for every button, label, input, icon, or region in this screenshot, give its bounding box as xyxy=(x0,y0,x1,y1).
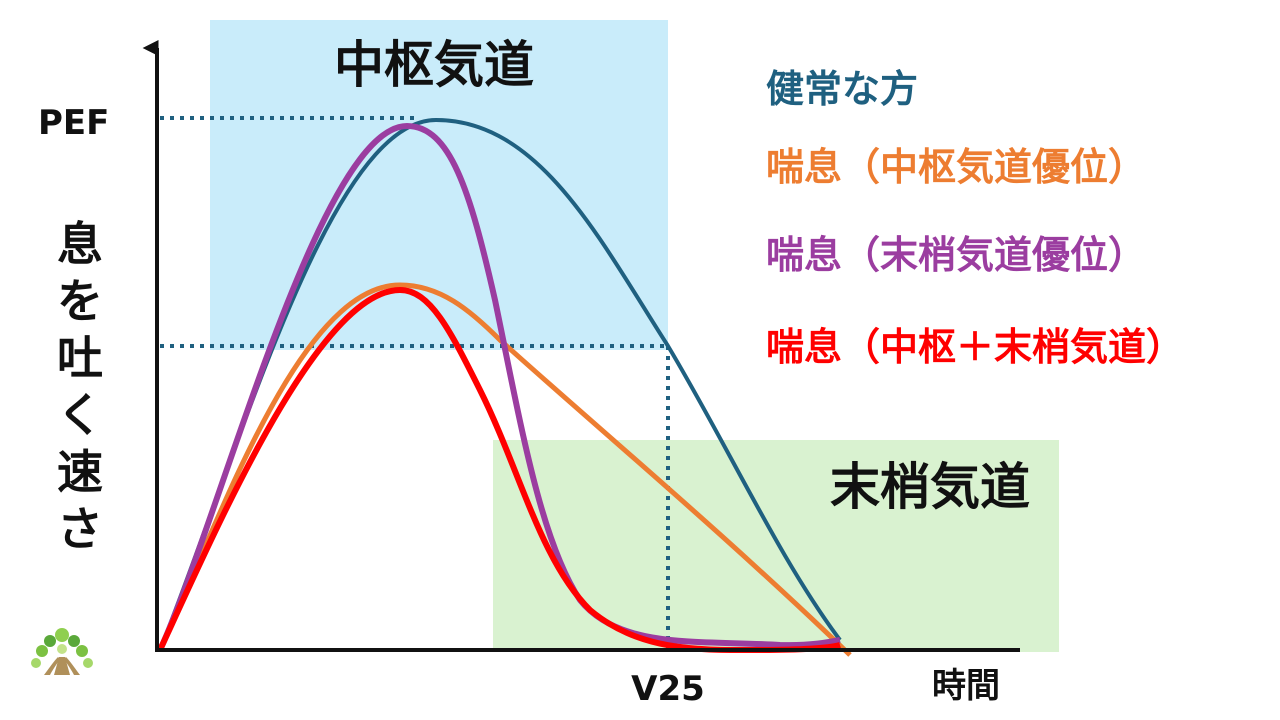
legend-central-dominant: 喘息（中枢気道優位） xyxy=(766,145,1146,189)
y-axis-label: 息 を 吐 く 速 さ xyxy=(57,217,103,556)
pef-label: PEF xyxy=(38,103,109,143)
y-axis-label-char: を xyxy=(57,274,103,328)
y-axis-label-char: 速 xyxy=(57,445,103,499)
legend-healthy: 健常な方 xyxy=(766,67,918,111)
peripheral-dominant-curve xyxy=(157,122,841,652)
time-label: 時間 xyxy=(932,666,1000,706)
peripheral-airway-label: 末梢気道 xyxy=(830,458,1030,516)
tree-logo-icon xyxy=(31,628,93,675)
y-axis-label-char: さ xyxy=(57,502,103,556)
v25-label: V25 xyxy=(631,669,705,709)
y-axis-label-char: 吐 xyxy=(57,331,103,385)
legend: 健常な方 喘息（中枢気道優位） 喘息（末梢気道優位） 喘息（中枢＋末梢気道） xyxy=(766,67,1184,369)
legend-peripheral-dominant: 喘息（末梢気道優位） xyxy=(766,233,1146,277)
y-axis-label-char: 息 xyxy=(57,217,103,271)
central-airway-label: 中枢気道 xyxy=(334,36,534,94)
central-dominant-curve xyxy=(157,282,852,657)
legend-combined: 喘息（中枢＋末梢気道） xyxy=(766,325,1184,369)
y-axis-label-char: く xyxy=(57,388,103,442)
peripheral-airway-region xyxy=(493,440,1059,652)
